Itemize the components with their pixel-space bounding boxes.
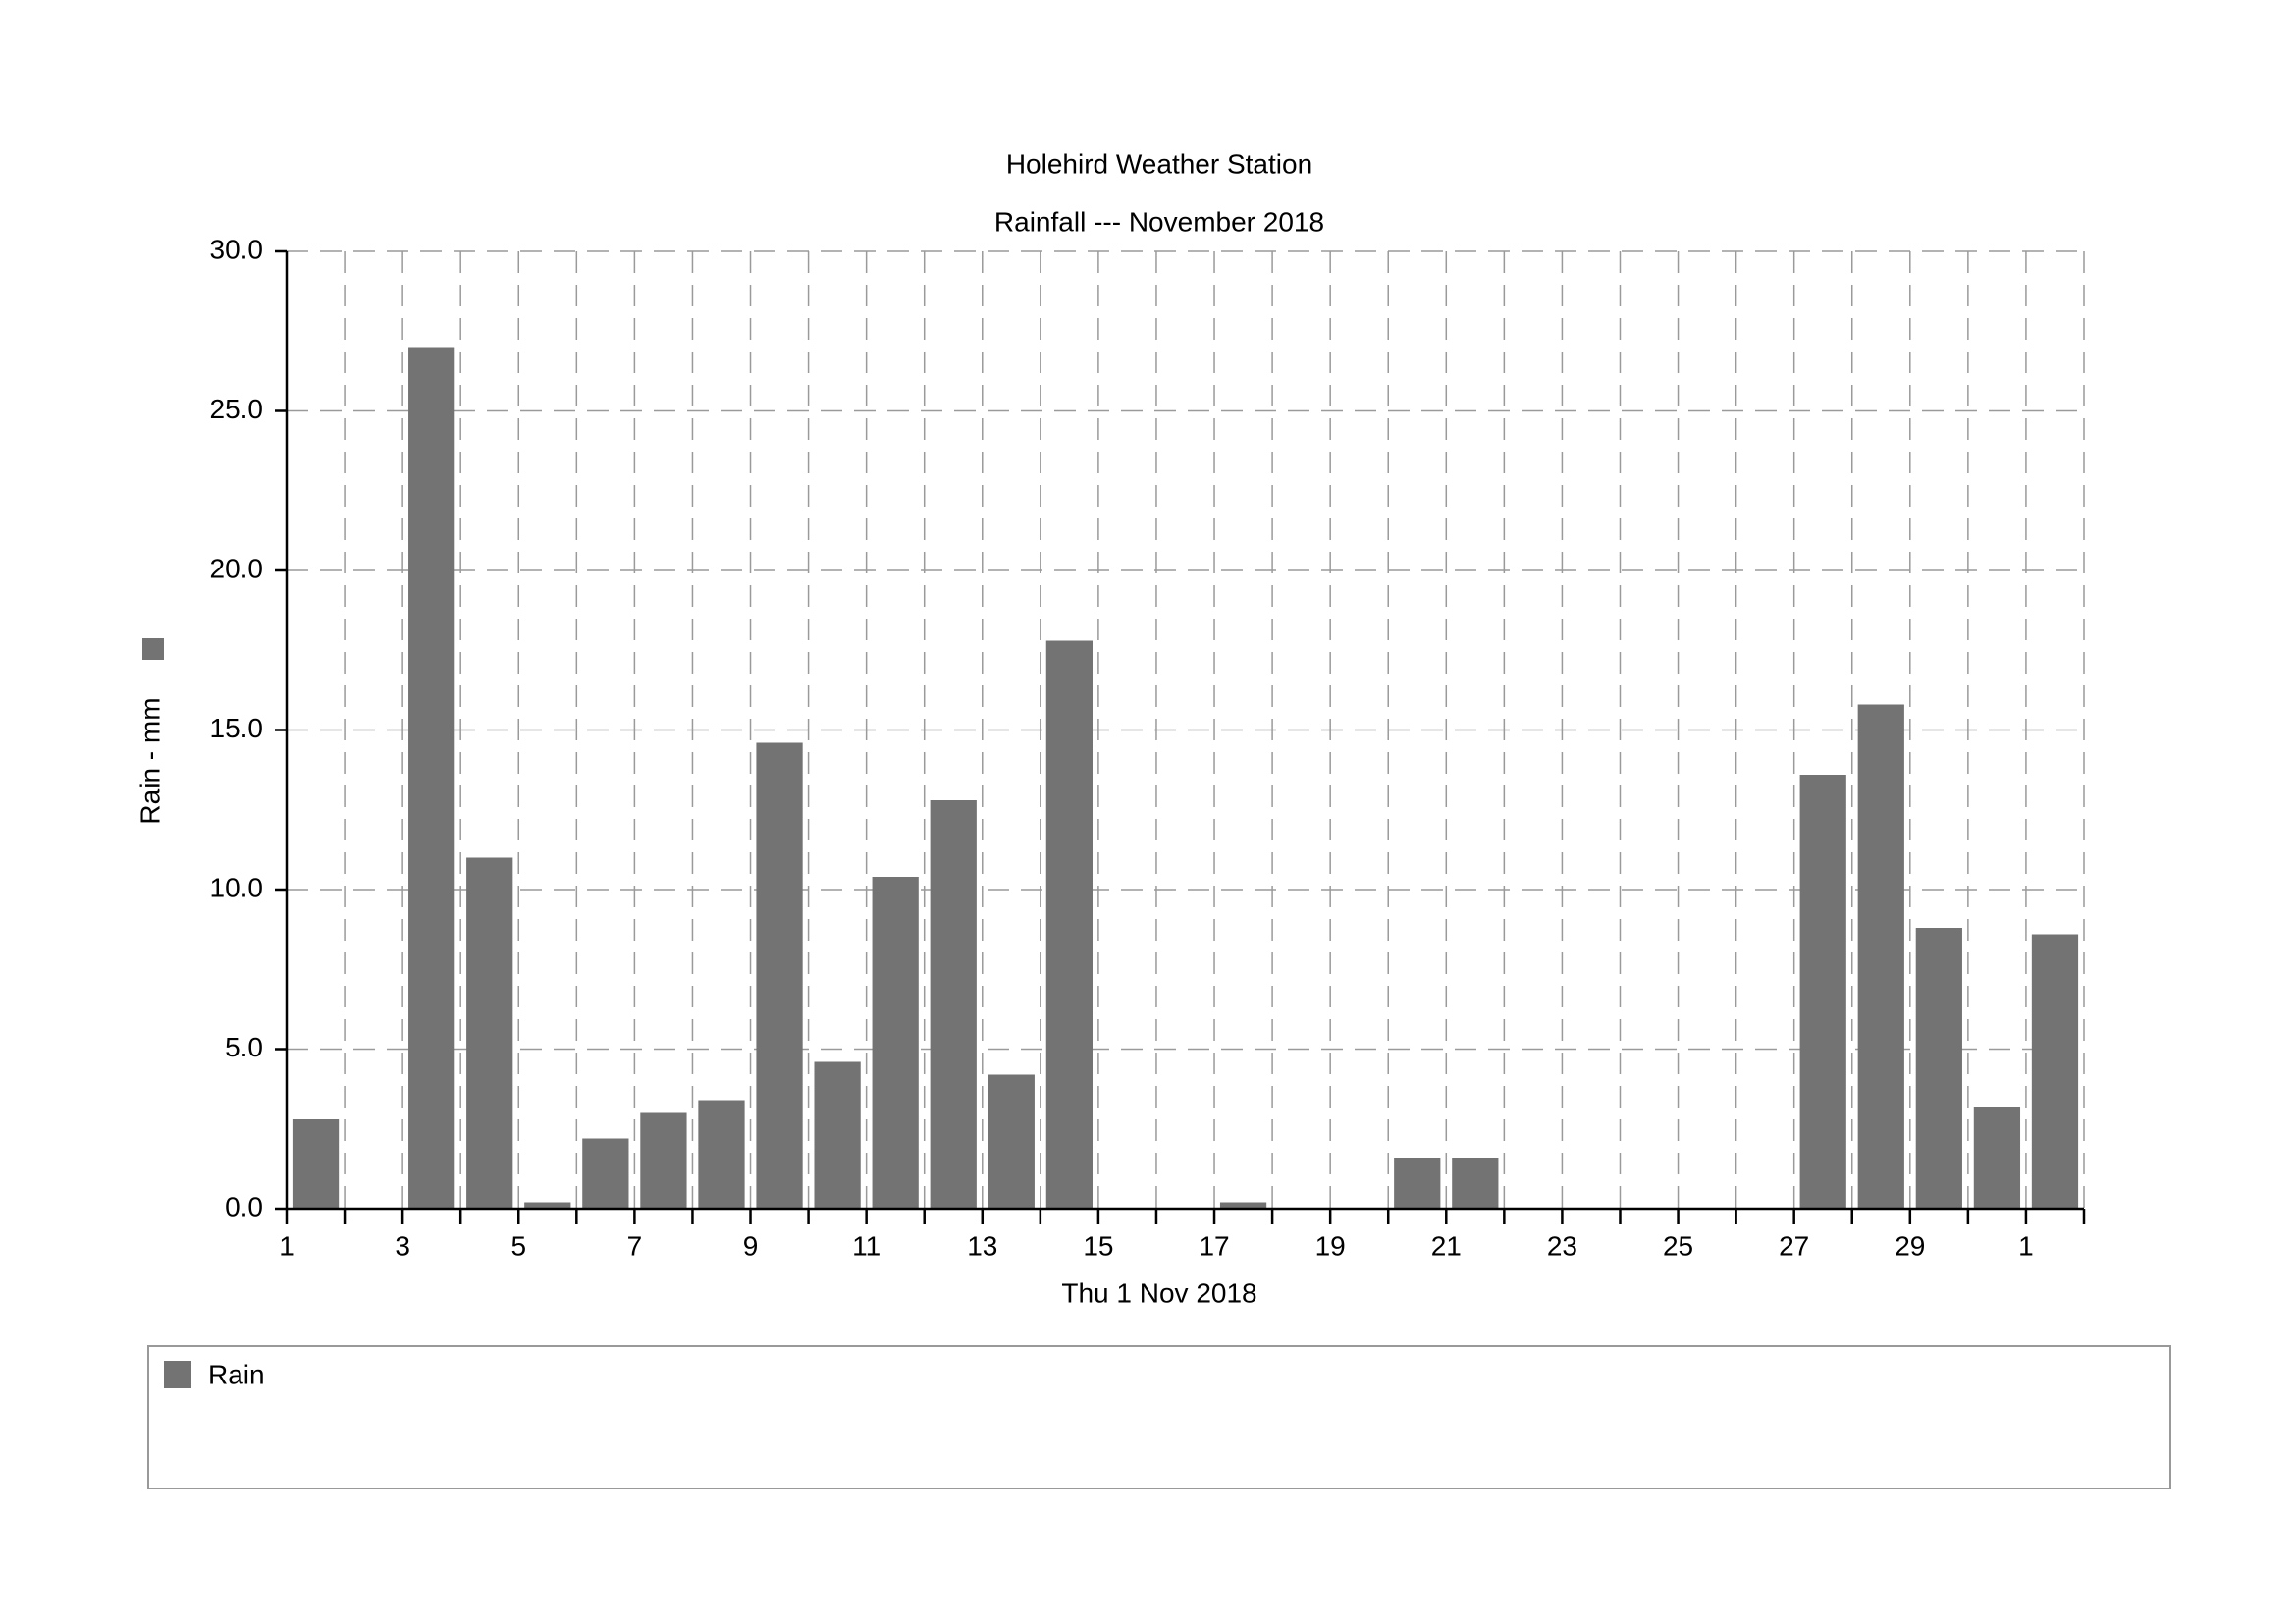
- y-tick-label: 15.0: [210, 713, 264, 743]
- bar: [698, 1100, 745, 1209]
- bar: [466, 857, 513, 1209]
- y-tick-label: 25.0: [210, 394, 264, 424]
- bar: [1452, 1158, 1499, 1209]
- y-tick-label: 0.0: [225, 1191, 263, 1221]
- bar: [1045, 640, 1093, 1209]
- legend-label: Rain: [208, 1359, 265, 1389]
- y-label-swatch: [142, 638, 164, 660]
- x-tick-label: 19: [1315, 1230, 1346, 1261]
- bar: [408, 347, 455, 1209]
- x-tick-label: 1: [2018, 1230, 2034, 1261]
- bar: [930, 800, 977, 1209]
- x-tick-label: 23: [1547, 1230, 1577, 1261]
- bar: [1799, 775, 1846, 1209]
- bar: [1219, 1202, 1267, 1209]
- bar: [1973, 1107, 2021, 1209]
- x-tick-label: 5: [510, 1230, 526, 1261]
- x-tick-label: 29: [1895, 1230, 1925, 1261]
- bar: [988, 1074, 1035, 1209]
- x-tick-label: 3: [395, 1230, 410, 1261]
- x-tick-label: 9: [743, 1230, 759, 1261]
- x-tick-label: 11: [852, 1230, 881, 1261]
- y-tick-label: 20.0: [210, 553, 264, 583]
- x-tick-label: 13: [967, 1230, 997, 1261]
- y-tick-label: 10.0: [210, 872, 264, 902]
- x-tick-label: 25: [1663, 1230, 1693, 1261]
- bar: [1857, 704, 1904, 1209]
- legend-swatch: [164, 1361, 191, 1388]
- bar: [2031, 934, 2079, 1209]
- bar: [872, 877, 919, 1209]
- bar: [1915, 928, 1962, 1209]
- chart-title: Holehird Weather Station: [1006, 148, 1312, 179]
- x-tick-label: 21: [1431, 1230, 1462, 1261]
- bar: [582, 1138, 629, 1209]
- y-tick-label: 5.0: [225, 1032, 263, 1062]
- x-tick-label: 15: [1083, 1230, 1113, 1261]
- legend-box: [147, 1345, 2171, 1489]
- y-tick-label: 30.0: [210, 234, 264, 264]
- bar: [640, 1112, 687, 1209]
- bar: [524, 1202, 571, 1209]
- x-tick-label: 1: [279, 1230, 294, 1261]
- chart-subtitle: Rainfall --- November 2018: [994, 206, 1324, 237]
- x-tick-label: 7: [627, 1230, 643, 1261]
- bar: [756, 742, 803, 1209]
- x-tick-label: 27: [1779, 1230, 1809, 1261]
- x-tick-label: 17: [1199, 1230, 1229, 1261]
- x-axis-label: Thu 1 Nov 2018: [1061, 1277, 1256, 1308]
- y-axis-label: Rain - mm: [134, 697, 165, 824]
- bar: [1394, 1158, 1441, 1209]
- bar: [292, 1119, 340, 1209]
- legend: Rain: [164, 1359, 265, 1389]
- bar: [814, 1061, 861, 1209]
